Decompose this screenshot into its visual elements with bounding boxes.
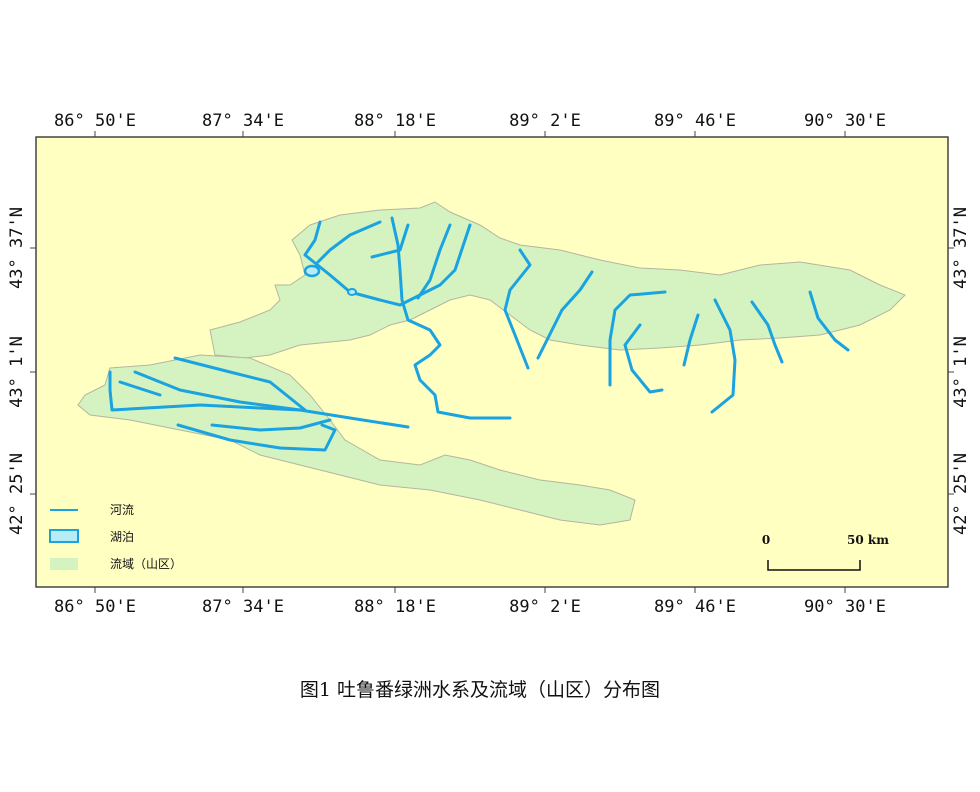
legend-label: 湖泊 <box>110 529 134 544</box>
bottom-coord-label: 88° 18'E <box>354 597 436 617</box>
bottom-coord-label: 89° 46'E <box>654 597 736 617</box>
right-coord-label: 43° 1'N <box>951 336 971 408</box>
scale-bar: 0 50 km <box>762 533 889 571</box>
top-coord-label: 89° 46'E <box>654 111 736 131</box>
legend-lake-symbol <box>49 529 79 543</box>
top-coord-label: 88° 18'E <box>354 111 436 131</box>
left-coord-label: 42° 25'N <box>7 453 27 535</box>
left-coord-label: 43° 1'N <box>7 336 27 408</box>
caption: 图1 吐鲁番绿洲水系及流域（山区）分布图 <box>300 679 660 701</box>
scale-bar-line <box>767 560 861 571</box>
left-coord-label: 43° 37'N <box>7 207 27 289</box>
right-coord-label: 42° 25'N <box>951 453 971 535</box>
bottom-coord-label: 90° 30'E <box>804 597 886 617</box>
right-coord-label: 43° 37'N <box>951 207 971 289</box>
top-coord-label: 86° 50'E <box>54 111 136 131</box>
top-coord-label: 89° 2'E <box>509 111 581 131</box>
scale-start: 0 <box>762 533 770 547</box>
top-coord-label: 87° 34'E <box>202 111 284 131</box>
legend-basin-symbol <box>50 558 78 570</box>
bottom-coord-label: 87° 34'E <box>202 597 284 617</box>
bottom-coord-label: 86° 50'E <box>54 597 136 617</box>
legend-label: 河流 <box>110 503 134 517</box>
legend-label: 流域（山区） <box>110 557 182 571</box>
scale-end: 50 km <box>847 533 889 547</box>
coordinate-ticks: 86° 50'E 87° 34'E 88° 18'E 89° 2'E 89° 46'E 9… <box>7 111 971 617</box>
rivers <box>108 216 850 452</box>
legend: 河流 湖泊 流域（山区） <box>49 503 182 571</box>
top-coord-label: 90° 30'E <box>804 111 886 131</box>
bottom-coord-label: 89° 2'E <box>509 597 581 617</box>
